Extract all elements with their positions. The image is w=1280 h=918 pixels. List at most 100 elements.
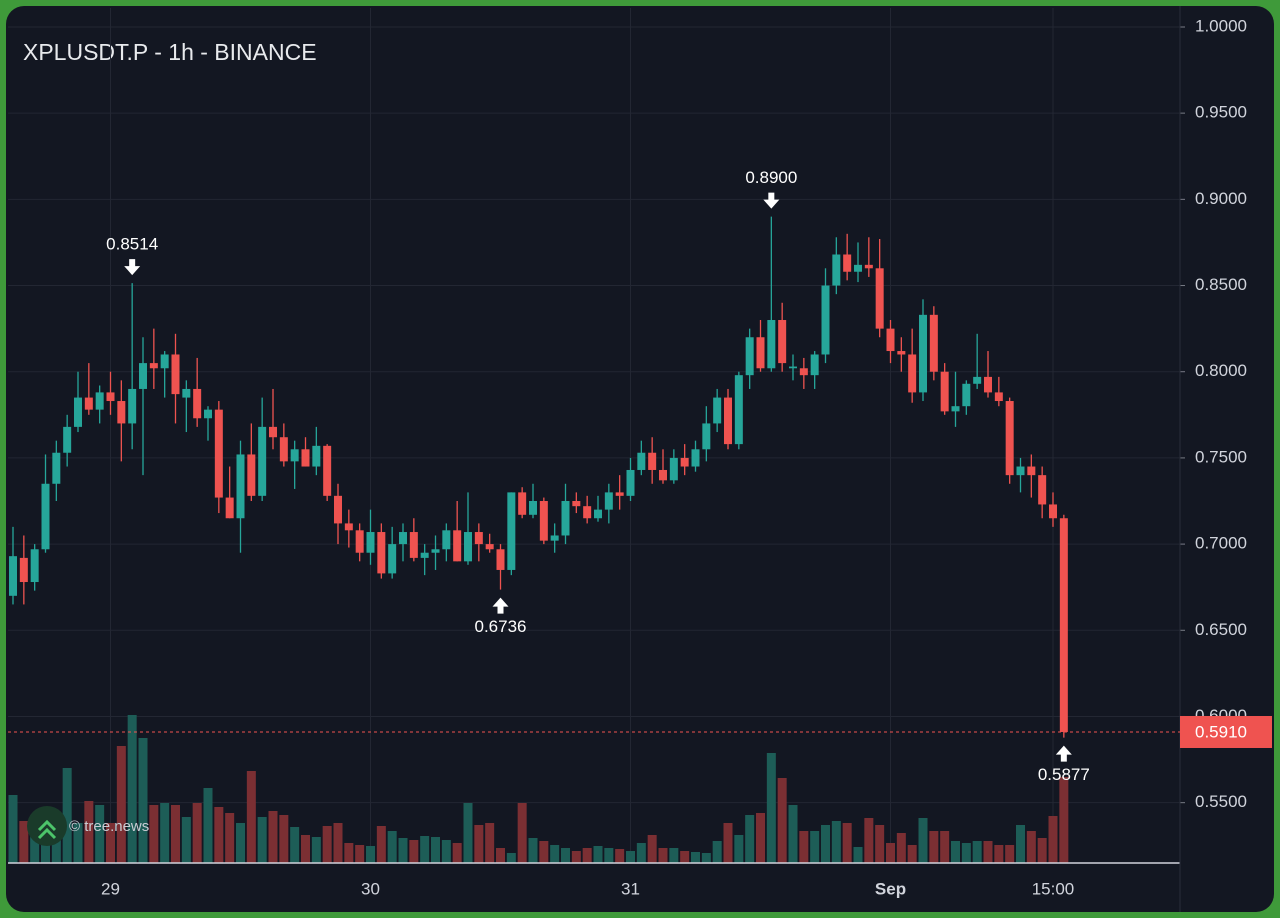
annotation-arrow (124, 259, 141, 276)
volume-bar (842, 823, 852, 863)
volume-bar (961, 843, 971, 863)
candle-body (52, 452, 61, 484)
last-price-tag (1180, 715, 1272, 748)
volume-bar (1048, 816, 1058, 863)
chart: XPLUSDT.P - 1h - BINANCE 0.55000.60000.6… (8, 6, 1272, 912)
volume-bar (701, 853, 711, 863)
candle-body (149, 363, 158, 369)
volume-bar (951, 841, 960, 863)
candle-body (84, 397, 93, 410)
candle-body (1049, 504, 1057, 519)
volume-bar (116, 746, 126, 863)
volume-bar (1037, 838, 1047, 863)
candle-body (724, 397, 732, 445)
volume-bar (160, 803, 170, 863)
candle-body (669, 457, 678, 481)
candle-body (604, 492, 613, 510)
volume-bar (474, 825, 484, 863)
candle-layer (9, 216, 1068, 738)
volume-bar (994, 845, 1004, 863)
candle-body (897, 351, 906, 355)
annotation-label: 0.8900 (745, 168, 797, 187)
volume-bar (441, 840, 451, 863)
candle-body (615, 492, 624, 496)
volume-bar (311, 837, 321, 863)
candle-body (702, 423, 711, 450)
candle-body (810, 354, 819, 376)
candle-body (409, 532, 418, 558)
candle-body (1059, 518, 1068, 732)
y-tick-label: 0.9500 (1195, 103, 1247, 122)
volume-layer (8, 715, 1069, 863)
volume-bar (333, 823, 343, 863)
watermark-icon (37, 819, 57, 840)
volume-bar (593, 846, 603, 863)
volume-bar (799, 831, 809, 863)
volume-bar (972, 841, 982, 863)
volume-bar (691, 852, 700, 863)
volume-bar (73, 823, 83, 863)
volume-bar (225, 813, 235, 863)
candle-body (355, 530, 364, 553)
volume-bar (463, 803, 473, 863)
candle-body (269, 426, 277, 438)
candle-body (1016, 466, 1025, 476)
candle-body (929, 314, 938, 372)
volume-bar (452, 843, 462, 863)
candle-body (366, 532, 375, 553)
candle-body (637, 452, 646, 470)
y-tick-label: 0.7000 (1195, 534, 1247, 553)
volume-bar (181, 817, 191, 863)
volume-bar (301, 835, 310, 863)
volume-bar (528, 838, 538, 863)
candle-body (258, 426, 267, 496)
candle-body (951, 406, 960, 412)
candle-body (160, 354, 169, 369)
volume-bar (19, 821, 29, 863)
candle-body (550, 535, 559, 541)
candle-body (789, 366, 797, 369)
candle-body (799, 368, 808, 376)
volume-bar (138, 738, 148, 863)
volume-bar (582, 848, 592, 863)
candle-body (464, 532, 472, 562)
candle-body (864, 264, 873, 269)
candle-body (19, 557, 28, 583)
candle-body (171, 354, 180, 395)
watermark-logo (27, 806, 67, 846)
candle-body (312, 445, 321, 467)
y-tick-label: 0.9000 (1195, 189, 1247, 208)
volume-bar (561, 848, 570, 863)
volume-bar (62, 768, 72, 863)
candle-body (745, 337, 754, 376)
candle-body (431, 549, 440, 553)
volume-bar (626, 851, 635, 863)
candle-body (1038, 475, 1047, 505)
candle-body (290, 449, 299, 462)
volume-bar (236, 823, 245, 863)
volume-bar (257, 817, 267, 863)
y-tick-label: 0.5500 (1195, 792, 1247, 811)
volume-bar (940, 831, 950, 863)
candle-body (204, 409, 212, 419)
candle-body (984, 376, 992, 393)
volume-bar (355, 845, 365, 863)
candle-body (539, 501, 548, 541)
volume-bar (896, 833, 906, 863)
candle-body (680, 457, 689, 467)
volume-bar (214, 807, 224, 863)
volume-bar (929, 831, 939, 863)
candle-body (713, 397, 722, 424)
candle-body (377, 532, 386, 574)
candle-body (767, 320, 776, 369)
candle-body (734, 375, 743, 445)
candle-body (626, 469, 635, 496)
candle-body (1027, 466, 1036, 476)
candle-body (388, 544, 397, 574)
candle-body (30, 549, 39, 583)
candle-body (594, 509, 602, 519)
volume-bar (539, 841, 549, 863)
candle-body (193, 388, 202, 419)
x-tick-label: 30 (361, 879, 380, 898)
